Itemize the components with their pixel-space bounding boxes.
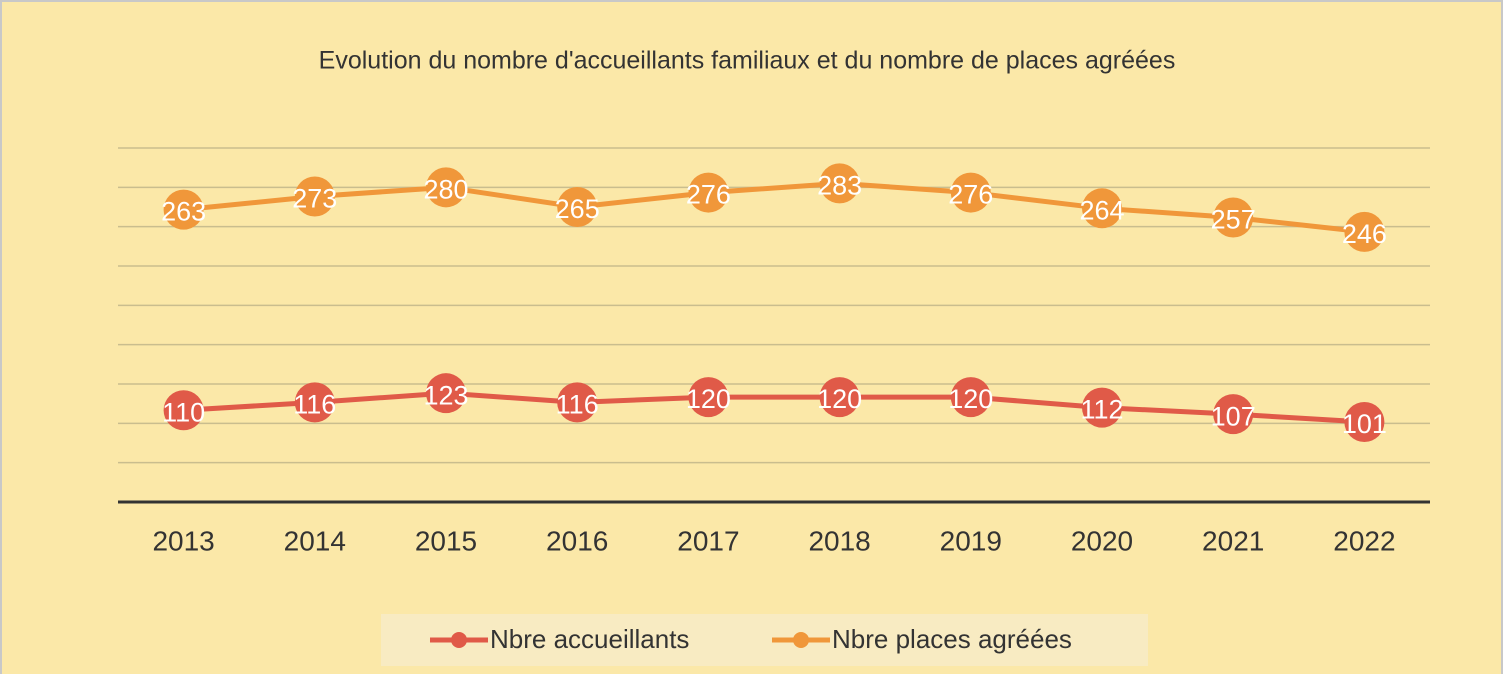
x-tick-label: 2020 [1071, 525, 1133, 556]
marker [688, 377, 729, 418]
x-tick-label: 2016 [546, 525, 608, 556]
data-label: 112 [1080, 395, 1123, 425]
data-label: 120 [948, 384, 993, 414]
marker [426, 373, 466, 414]
x-tick-label: 2019 [940, 525, 1002, 556]
legend-marker [793, 632, 809, 648]
marker [819, 377, 860, 418]
marker [1213, 394, 1254, 435]
x-tick-label: 2015 [415, 525, 477, 556]
chart-title: Evolution du nombre d'accueillants famil… [319, 47, 1176, 75]
marker [1213, 197, 1254, 238]
legend [381, 614, 1148, 666]
x-tick-label: 2022 [1333, 525, 1395, 556]
marker [557, 187, 598, 227]
legend-label: Nbre places agréées [832, 624, 1072, 654]
marker [557, 382, 598, 423]
marker [294, 382, 335, 423]
data-label: 263 [161, 197, 206, 227]
data-label: 116 [556, 389, 599, 419]
x-tick-label: 2014 [284, 525, 346, 556]
marker [950, 172, 991, 213]
data-label: 283 [817, 171, 862, 201]
data-label: 120 [686, 384, 731, 414]
series-line [183, 180, 1365, 235]
data-label: 246 [1342, 219, 1387, 249]
marker [688, 172, 729, 213]
marker [163, 189, 204, 230]
marker [950, 377, 991, 418]
x-tick-label: 2018 [808, 525, 870, 556]
data-label: 280 [423, 174, 468, 204]
series-line [183, 390, 1365, 425]
data-label: 257 [1211, 205, 1256, 235]
data-label: 264 [1079, 195, 1124, 225]
data-label: 116 [293, 389, 336, 419]
marker [1344, 402, 1385, 443]
data-label: 276 [948, 180, 993, 210]
data-label: 107 [1211, 401, 1256, 431]
marker [1082, 188, 1122, 229]
marker [819, 163, 860, 204]
x-tick-label: 2013 [152, 525, 214, 556]
legend-marker [451, 632, 467, 648]
x-tick-label: 2021 [1202, 525, 1264, 556]
x-tick-label: 2017 [677, 525, 739, 556]
data-label: 120 [817, 384, 862, 414]
data-label: 265 [555, 194, 600, 224]
data-label: 123 [423, 380, 468, 410]
data-label: 110 [162, 397, 205, 427]
data-label: 276 [686, 180, 731, 210]
marker [294, 176, 335, 217]
data-label: 273 [292, 184, 337, 214]
marker [1082, 387, 1122, 428]
legend-label: Nbre accueillants [490, 624, 689, 654]
marker [1344, 211, 1385, 252]
marker [163, 390, 204, 431]
data-label: 101 [1342, 409, 1387, 439]
marker [426, 167, 466, 208]
